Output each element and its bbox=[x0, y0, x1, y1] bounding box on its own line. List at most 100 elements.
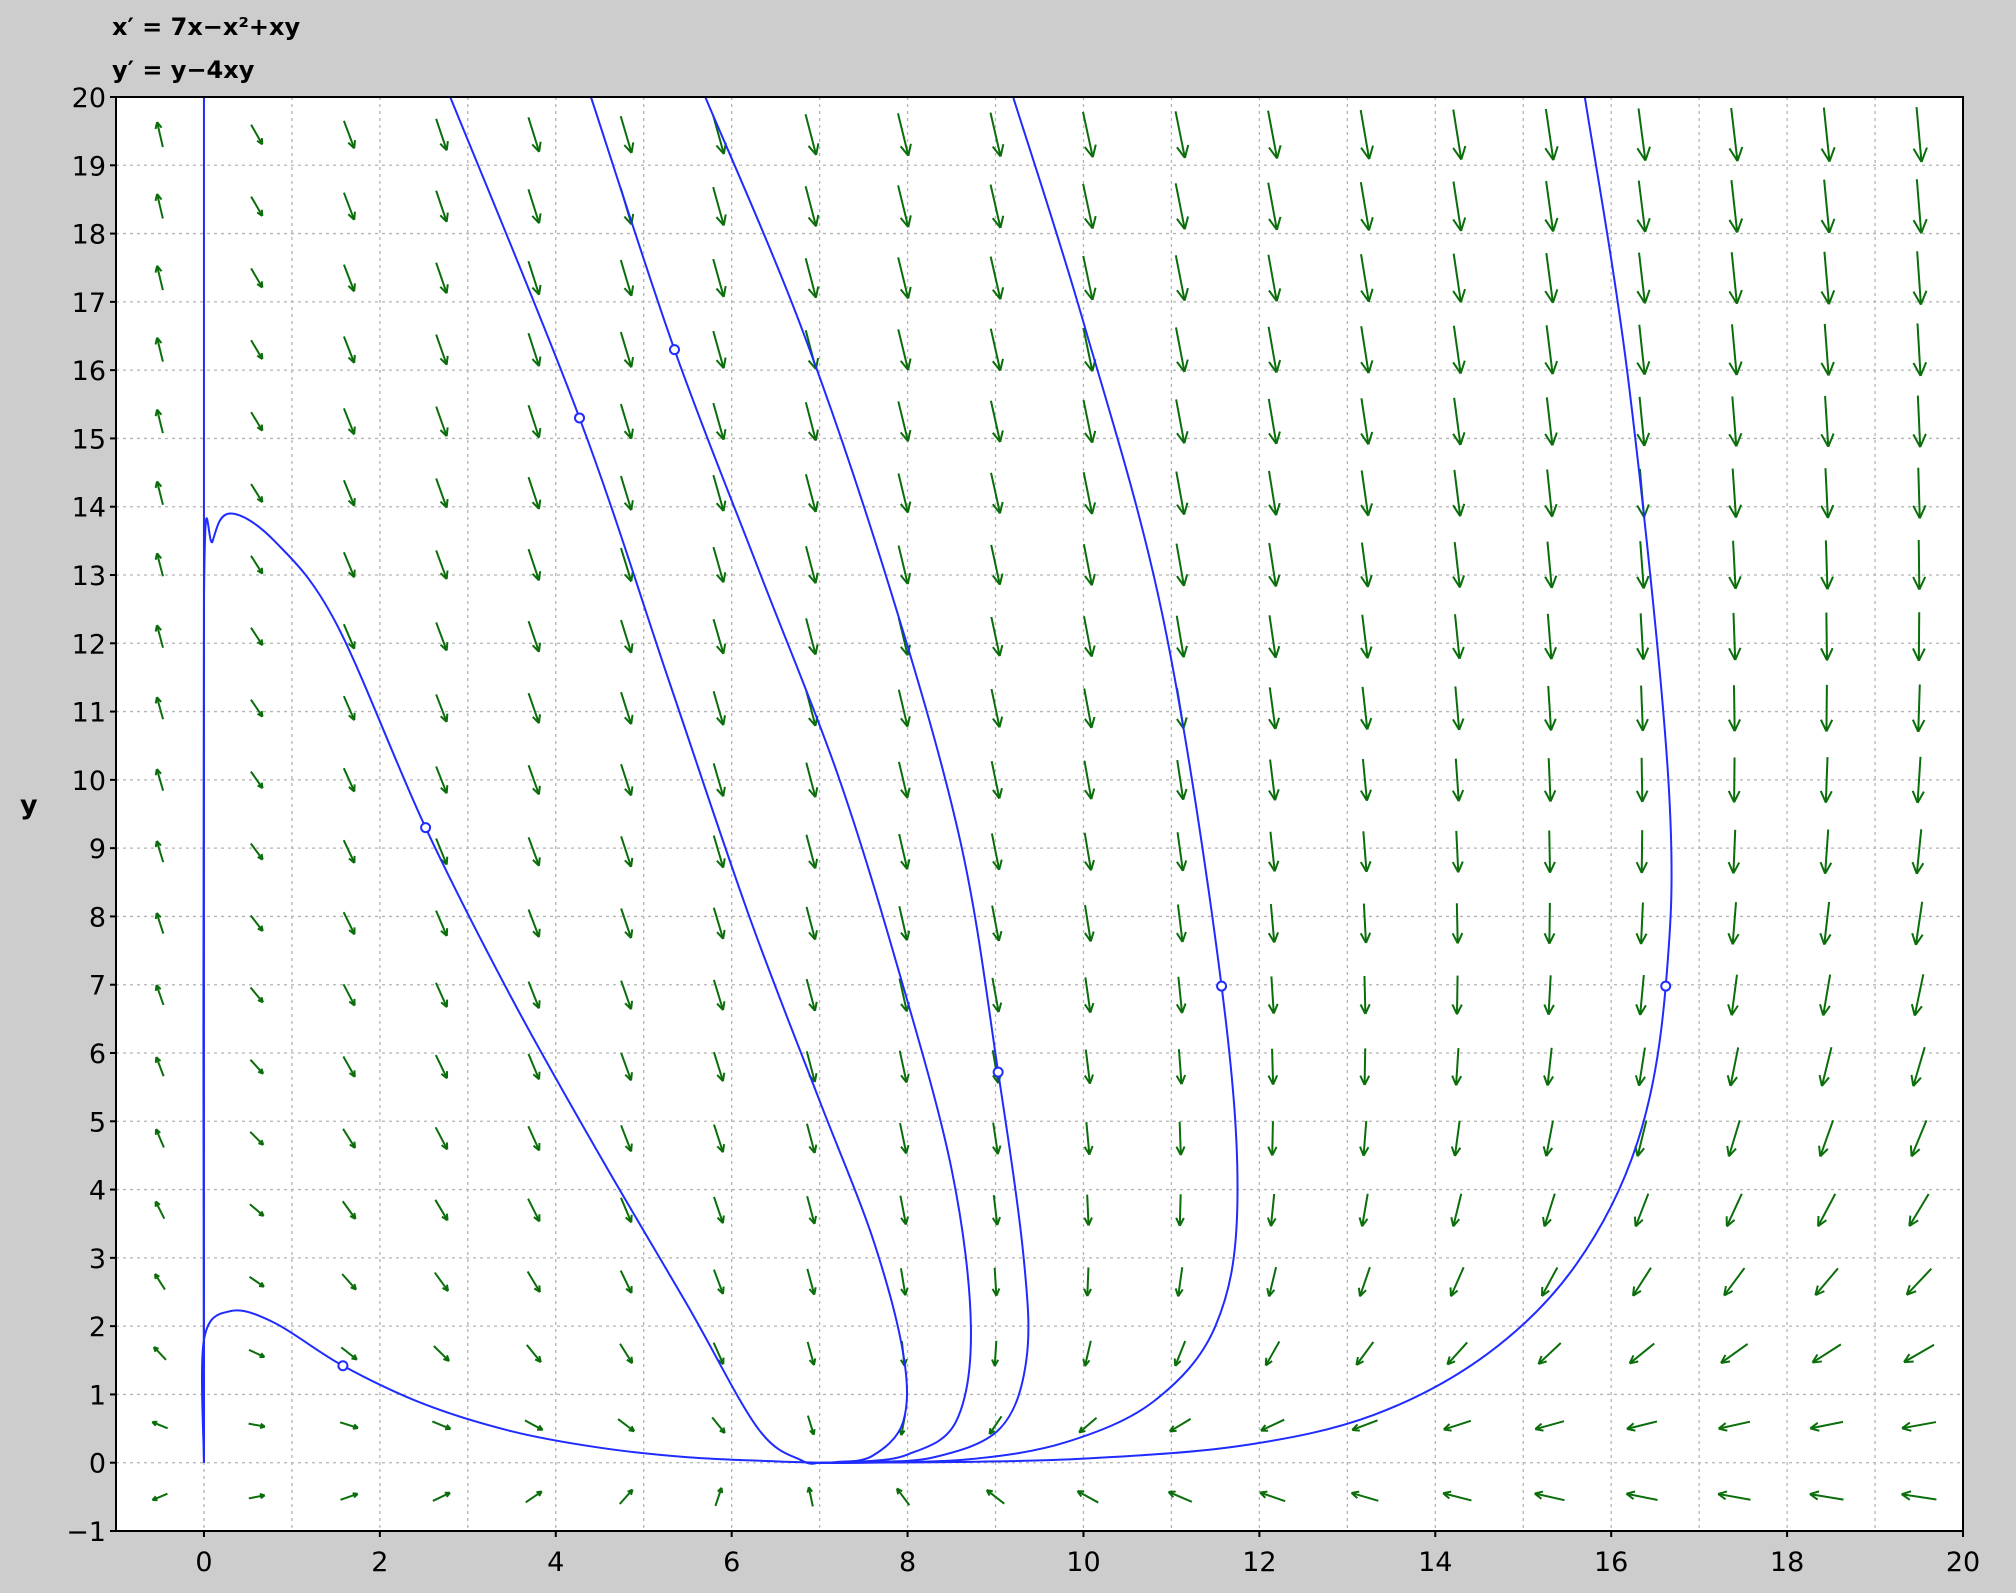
field-arrow bbox=[898, 906, 911, 941]
field-arrow bbox=[1820, 395, 1835, 448]
field-arrow bbox=[619, 475, 634, 511]
field-arrow bbox=[806, 1196, 817, 1225]
field-arrow bbox=[804, 257, 820, 299]
field-arrow bbox=[342, 192, 356, 221]
field-arrow bbox=[1819, 684, 1834, 732]
field-arrow bbox=[527, 981, 541, 1009]
field-arrow bbox=[527, 692, 541, 724]
field-arrow bbox=[1543, 758, 1557, 802]
field-arrow bbox=[1450, 1193, 1463, 1228]
field-arrow bbox=[527, 117, 542, 153]
y-tick-label: 3 bbox=[89, 1244, 106, 1275]
field-arrow bbox=[1351, 1419, 1378, 1432]
field-arrow bbox=[1912, 251, 1928, 306]
field-arrow bbox=[1268, 615, 1281, 659]
field-arrow bbox=[341, 1200, 357, 1220]
y-tick-label: 8 bbox=[89, 902, 106, 933]
field-arrow bbox=[711, 1416, 726, 1434]
field-arrow bbox=[895, 1487, 911, 1506]
field-arrow bbox=[1820, 107, 1836, 163]
field-arrow bbox=[1451, 758, 1465, 802]
field-arrow bbox=[250, 699, 264, 718]
field-arrow bbox=[1912, 395, 1927, 448]
field-arrow bbox=[525, 1344, 542, 1363]
field-arrow bbox=[1543, 830, 1556, 874]
y-tick-label: 6 bbox=[89, 1039, 106, 1070]
field-arrow bbox=[1819, 974, 1832, 1016]
field-arrow bbox=[1728, 107, 1744, 162]
field-arrow bbox=[435, 478, 449, 509]
field-arrow bbox=[1452, 541, 1466, 588]
field-arrow bbox=[1728, 685, 1741, 732]
field-arrow bbox=[435, 190, 449, 223]
y-tick-label: 11 bbox=[72, 698, 106, 729]
field-arrow bbox=[1175, 615, 1188, 658]
field-arrow bbox=[1452, 397, 1466, 446]
field-arrow bbox=[527, 548, 542, 582]
field-arrow bbox=[714, 1487, 724, 1507]
trajectory bbox=[819, 97, 1239, 1464]
field-arrow bbox=[1267, 470, 1281, 516]
field-arrow bbox=[339, 1421, 359, 1430]
field-arrow bbox=[1451, 830, 1464, 873]
field-arrow bbox=[1267, 110, 1282, 160]
y-tick-label: 15 bbox=[72, 424, 106, 455]
field-arrow bbox=[433, 1271, 450, 1292]
field-arrow bbox=[527, 332, 542, 367]
field-arrow bbox=[1359, 831, 1372, 873]
field-arrow bbox=[435, 910, 449, 937]
x-tick-label: 12 bbox=[1242, 1547, 1276, 1578]
field-arrow bbox=[989, 400, 1004, 443]
field-arrow bbox=[1910, 974, 1925, 1017]
field-arrow bbox=[618, 1488, 634, 1505]
field-arrow bbox=[619, 331, 635, 368]
field-arrow bbox=[1728, 252, 1743, 305]
field-arrow bbox=[989, 328, 1004, 372]
field-arrow bbox=[1912, 323, 1928, 377]
field-arrow bbox=[1819, 757, 1833, 804]
field-arrow bbox=[432, 1491, 451, 1502]
field-arrow bbox=[1625, 1490, 1658, 1501]
trajectory-initial-point bbox=[420, 822, 432, 834]
field-arrow bbox=[991, 1267, 1001, 1297]
field-arrow bbox=[989, 256, 1005, 300]
field-arrow bbox=[342, 120, 356, 150]
field-arrow bbox=[1728, 179, 1744, 233]
field-arrow bbox=[1082, 399, 1097, 444]
field-arrow bbox=[1083, 1122, 1094, 1156]
field-arrow bbox=[897, 257, 912, 300]
field-arrow bbox=[248, 1275, 265, 1288]
field-arrow bbox=[897, 401, 912, 442]
field-arrow bbox=[897, 473, 912, 514]
field-arrow bbox=[1175, 399, 1189, 444]
field-arrow bbox=[154, 840, 165, 863]
field-arrow bbox=[713, 1269, 725, 1295]
field-arrow bbox=[712, 690, 726, 726]
field-arrow bbox=[619, 1343, 634, 1365]
field-arrow bbox=[342, 264, 356, 293]
field-arrow bbox=[806, 1341, 817, 1366]
field-arrow bbox=[1634, 1047, 1646, 1087]
field-arrow bbox=[1728, 324, 1743, 376]
field-arrow bbox=[1268, 687, 1280, 730]
field-arrow bbox=[1082, 183, 1097, 230]
field-arrow bbox=[1728, 612, 1742, 661]
field-arrow bbox=[1360, 470, 1373, 517]
field-arrow bbox=[1636, 396, 1651, 447]
field-arrow bbox=[1542, 1193, 1556, 1228]
y-prime-equation: y′ = y−4xy bbox=[112, 56, 255, 84]
y-tick-label: 13 bbox=[72, 561, 106, 592]
field-arrow bbox=[1544, 469, 1558, 518]
field-arrow bbox=[342, 695, 356, 721]
field-arrow bbox=[342, 336, 356, 364]
field-arrow bbox=[806, 1268, 817, 1296]
field-arrow bbox=[1174, 111, 1190, 159]
field-arrow bbox=[804, 185, 820, 227]
field-arrow bbox=[1350, 1490, 1379, 1502]
field-arrow bbox=[527, 476, 542, 510]
field-arrow bbox=[991, 905, 1003, 942]
field-arrow bbox=[712, 546, 727, 584]
field-arrow bbox=[1636, 180, 1651, 233]
field-arrow bbox=[154, 696, 165, 720]
